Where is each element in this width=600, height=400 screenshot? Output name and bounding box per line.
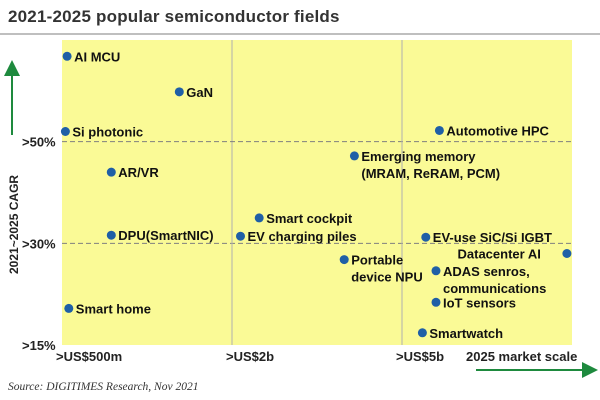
data-point-label: Emerging memory (MRAM, ReRAM, PCM) xyxy=(361,149,500,181)
data-point-group: EV-use SiC/Si IGBT xyxy=(421,230,552,245)
data-point-label: EV charging piles xyxy=(248,229,357,244)
data-point-group: Portable device NPU xyxy=(339,253,423,285)
data-point-label: Datacenter AI xyxy=(458,247,541,262)
data-point-group: Automotive HPC xyxy=(434,123,550,138)
data-point-group: EV charging piles xyxy=(236,229,357,244)
plot-area xyxy=(62,40,572,345)
data-point-group: DPU(SmartNIC) xyxy=(106,228,214,243)
y-tick-label: >30% xyxy=(22,236,56,251)
data-point-group: Smart home xyxy=(64,301,151,316)
data-point-label: Smartwatch xyxy=(429,326,503,341)
data-point-group: GaN xyxy=(174,85,213,100)
data-point-label: AR/VR xyxy=(118,165,159,180)
x-tick-label: >US$5b xyxy=(396,349,444,364)
data-point xyxy=(106,167,116,177)
x-axis-label: 2025 market scale xyxy=(466,349,578,364)
data-point-label: Smart cockpit xyxy=(266,211,353,226)
source-note: Source: DIGITIMES Research, Nov 2021 xyxy=(8,381,199,393)
x-tick-label: >US$2b xyxy=(226,349,274,364)
data-point-label: Smart home xyxy=(76,301,151,316)
data-point-group: AI MCU xyxy=(62,49,120,64)
data-point xyxy=(421,232,431,242)
data-point-label: DPU(SmartNIC) xyxy=(118,228,213,243)
data-point xyxy=(236,231,245,241)
title-divider xyxy=(0,33,600,35)
data-point-label: AI MCU xyxy=(74,49,120,64)
data-point xyxy=(431,266,441,276)
data-point-group: ADAS senros, communications xyxy=(431,264,546,296)
data-point xyxy=(60,127,70,136)
data-point xyxy=(254,213,264,223)
data-point-group: Si photonic xyxy=(60,125,143,140)
data-point-group: Smart cockpit xyxy=(254,211,353,226)
data-point xyxy=(174,87,184,97)
y-tick-label: >50% xyxy=(22,135,56,150)
data-point xyxy=(434,125,444,135)
data-point-label: ADAS senros, communications xyxy=(443,264,546,296)
data-point xyxy=(417,328,427,338)
data-point-group: Smartwatch xyxy=(417,326,503,341)
data-point xyxy=(62,51,72,61)
y-tick-label: >15% xyxy=(22,338,56,353)
y-axis-label: 2021~2025 CAGR xyxy=(7,174,21,274)
data-point-group: IoT sensors xyxy=(431,295,516,310)
data-point-group: AR/VR xyxy=(106,165,159,180)
data-point-label: GaN xyxy=(186,85,213,100)
data-point-label: Automotive HPC xyxy=(446,123,549,138)
data-point xyxy=(431,297,441,307)
data-point-group: Datacenter AI xyxy=(458,247,572,262)
data-point xyxy=(562,249,572,258)
data-point xyxy=(64,303,74,313)
x-tick-label: >US$500m xyxy=(56,349,122,364)
data-point xyxy=(106,230,116,240)
data-point-group: Emerging memory (MRAM, ReRAM, PCM) xyxy=(349,149,500,181)
data-point-label: Si photonic xyxy=(72,125,143,140)
data-point-label: EV-use SiC/Si IGBT xyxy=(433,230,552,245)
data-point-label: IoT sensors xyxy=(443,295,516,310)
chart-title: 2021-2025 popular semiconductor fields xyxy=(8,7,340,26)
data-point-label: Portable device NPU xyxy=(351,253,423,285)
data-point xyxy=(339,255,349,265)
data-point xyxy=(349,151,359,161)
